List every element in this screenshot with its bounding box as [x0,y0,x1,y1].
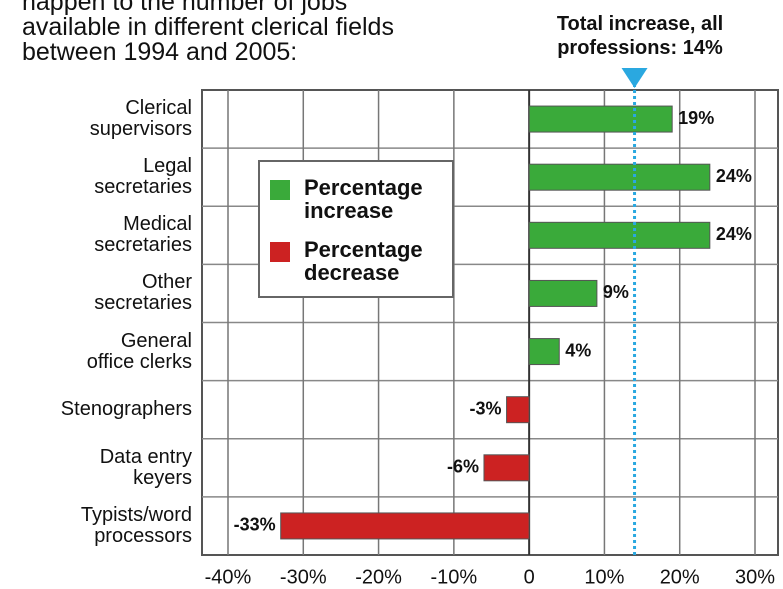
data-label: 19% [678,108,714,128]
legend-label: Percentage decrease [304,237,423,285]
bar [483,454,530,482]
data-label: 24% [716,166,752,186]
y-tick-label: Data entry keyers [99,445,192,489]
y-tick-label: Typists/word processors [80,503,192,547]
bar [528,338,560,366]
bar [528,279,598,307]
bar [506,396,530,424]
data-label: -33% [234,515,276,535]
x-tick-label: 0 [524,566,535,588]
bar [280,512,530,540]
y-tick-label: Medical secretaries [94,213,192,257]
data-label: 24% [716,224,752,244]
y-tick-label: Other secretaries [94,271,192,315]
x-tick-label: 10% [584,566,624,588]
reference-marker [621,68,648,88]
x-tick-label: -10% [431,566,478,588]
legend-swatch [270,180,290,200]
data-label: 9% [603,282,629,302]
y-tick-label: Legal secretaries [94,155,192,199]
chart-title: happen to the number of jobs available i… [22,0,394,66]
x-tick-label: -20% [355,566,402,588]
annotation: Total increase, all professions: 14% [556,13,724,59]
bar [528,221,711,249]
x-tick-label: 30% [735,566,775,588]
legend-label: Percentage increase [304,175,423,223]
data-label: 4% [565,340,591,360]
x-tick-label: -40% [205,566,252,588]
legend-swatch [270,242,290,262]
x-tick-label: -30% [280,566,327,588]
y-tick-label: Clerical supervisors [89,97,192,141]
y-tick-label: General office clerks [86,329,192,373]
legend: Percentage increase Percentage decrease [258,160,454,298]
y-tick-label: Stenographers [60,398,192,421]
bar [528,163,711,191]
data-label: -3% [470,398,502,418]
x-tick-label: 20% [660,566,700,588]
bar [528,105,673,133]
data-label: -6% [447,457,479,477]
